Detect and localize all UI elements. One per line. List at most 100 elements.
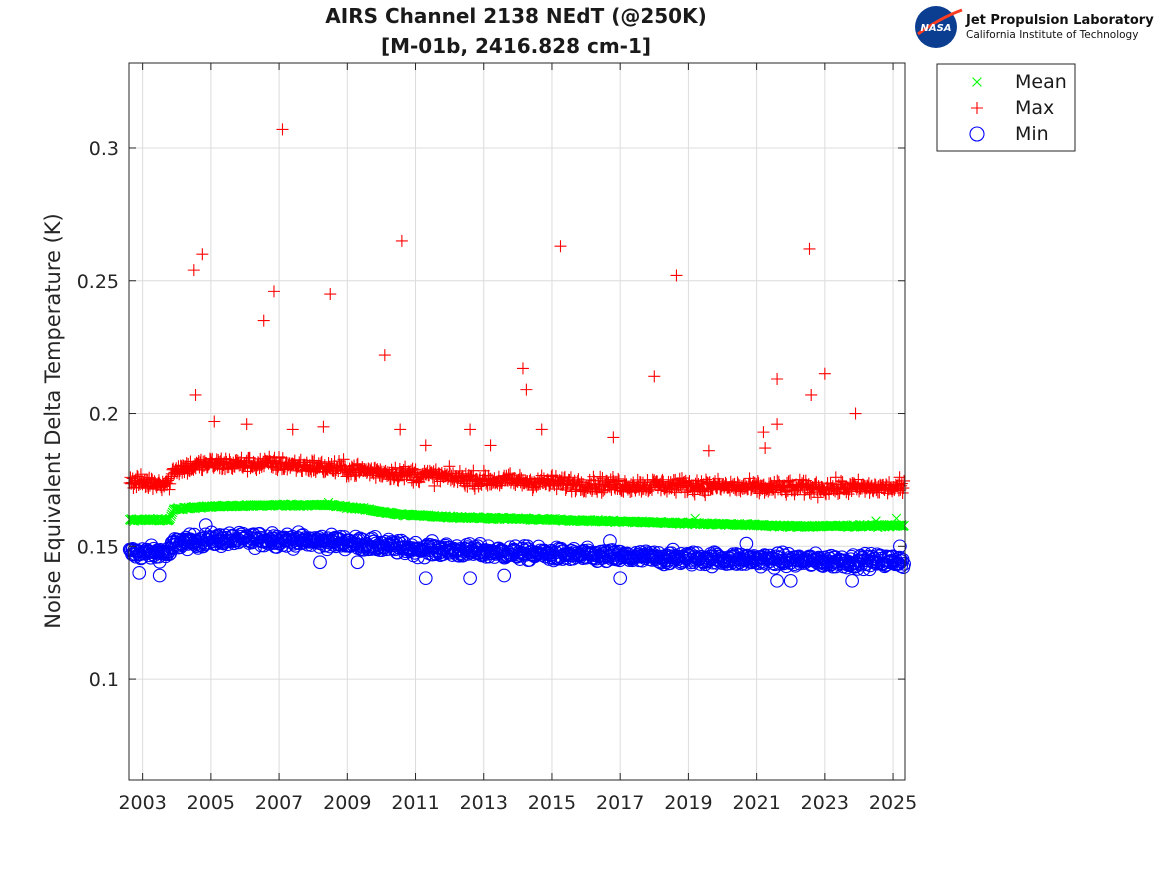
data-point	[805, 488, 818, 501]
data-point-outlier	[648, 370, 661, 383]
y-tick-label: 0.15	[77, 536, 119, 558]
jpl-title: Jet Propulsion Laboratory	[965, 13, 1154, 28]
x-tick-label: 2005	[187, 792, 235, 814]
data-point	[162, 472, 175, 485]
data-point	[862, 477, 875, 490]
data-point-outlier	[670, 269, 683, 282]
data-point-outlier	[198, 518, 213, 532]
data-point-outlier	[463, 571, 477, 586]
data-point-outlier	[132, 566, 147, 580]
data-point-outlier	[317, 420, 330, 433]
data-point-outlier	[497, 568, 512, 583]
y-tick-label: 0.25	[77, 271, 119, 293]
data-point	[897, 482, 910, 495]
jpl-logo: NASA Jet Propulsion Laboratory Californi…	[915, 6, 1154, 48]
data-point-outlier	[757, 426, 770, 439]
data-point-outlier	[805, 388, 818, 401]
data-point-outlier	[554, 240, 567, 253]
data-point	[645, 483, 658, 496]
data-point-outlier	[418, 571, 433, 586]
data-point	[428, 479, 441, 492]
chart-title: AIRS Channel 2138 NEdT (@250K)	[325, 4, 706, 28]
legend-marker-mean	[972, 77, 982, 87]
grid	[129, 63, 905, 780]
data-point	[896, 486, 909, 499]
x-tick-label: 2013	[460, 792, 508, 814]
x-axis: 2003 2005 2007 2009 2011 2013 2015 2017 2019 2021…	[118, 63, 917, 814]
data-point-outlier	[419, 439, 432, 452]
x-tick-label: 2003	[118, 792, 166, 814]
data-point	[708, 546, 723, 560]
series-mean	[124, 497, 909, 533]
data-point	[898, 474, 911, 487]
data-point-outlier	[484, 439, 497, 452]
data-point	[656, 473, 669, 486]
data-point-outlier	[464, 423, 477, 436]
data-point-outlier	[276, 123, 289, 136]
data-point-outlier	[690, 513, 701, 524]
legend-label-mean: Mean	[1015, 71, 1067, 93]
x-tick-label: 2011	[391, 792, 439, 814]
data-point	[699, 489, 712, 502]
data-point-outlier	[771, 418, 784, 431]
series-max	[123, 123, 911, 504]
data-point-outlier	[350, 555, 365, 570]
data-point-outlier	[535, 423, 548, 436]
data-point	[712, 472, 725, 485]
data-point-outlier	[196, 248, 209, 261]
data-point	[158, 549, 173, 564]
data-point-outlier	[893, 539, 907, 554]
data-point-outlier	[739, 536, 754, 551]
data-point-outlier	[891, 513, 902, 524]
legend-marker-max	[971, 102, 983, 114]
data-point-outlier	[603, 534, 617, 548]
data-point	[513, 469, 526, 482]
x-tick-label: 2009	[323, 792, 371, 814]
x-tick-label: 2015	[528, 792, 576, 814]
data-point	[453, 464, 466, 477]
data-point-outlier	[516, 362, 529, 375]
data-point-outlier	[607, 431, 620, 444]
x-tick-label: 2007	[255, 792, 303, 814]
legend-box	[936, 63, 1076, 152]
data-point	[550, 483, 563, 496]
data-point	[609, 475, 622, 488]
data-point	[688, 488, 701, 501]
data-point-outlier	[871, 516, 881, 526]
y-axis-label: Noise Equivalent Delta Temperature (K)	[41, 213, 65, 629]
y-tick-label: 0.2	[89, 404, 119, 426]
data-point	[163, 483, 176, 496]
data-point	[398, 473, 411, 486]
data-point	[131, 470, 144, 483]
data-point	[897, 557, 911, 571]
data-point-outlier	[845, 573, 859, 588]
y-tick-label: 0.3	[89, 138, 119, 160]
data-point	[134, 468, 147, 481]
data-point-outlier	[759, 442, 772, 455]
data-point	[212, 453, 225, 466]
data-point	[409, 463, 422, 476]
data-point	[595, 486, 608, 499]
legend-marker-min	[969, 126, 985, 142]
plot-series	[122, 123, 911, 588]
data-point-outlier	[267, 285, 280, 298]
data-point	[467, 464, 480, 477]
data-point-outlier	[771, 373, 784, 386]
nasa-swoosh-icon	[917, 8, 963, 36]
data-point	[561, 478, 574, 491]
data-point-outlier	[265, 526, 280, 540]
data-point	[895, 554, 909, 568]
data-point	[612, 472, 625, 485]
data-point	[164, 477, 177, 490]
data-point	[315, 455, 328, 468]
data-point-outlier	[520, 383, 533, 396]
x-tick-label: 2023	[801, 792, 849, 814]
data-point	[325, 458, 338, 471]
legend-label-min: Min	[1015, 123, 1049, 145]
data-point-outlier	[187, 264, 200, 277]
data-point-outlier	[849, 407, 862, 420]
data-point-outlier	[240, 418, 253, 431]
plot-area-frame	[128, 62, 906, 781]
data-point-outlier	[818, 367, 831, 380]
x-tick-label: 2017	[596, 792, 644, 814]
